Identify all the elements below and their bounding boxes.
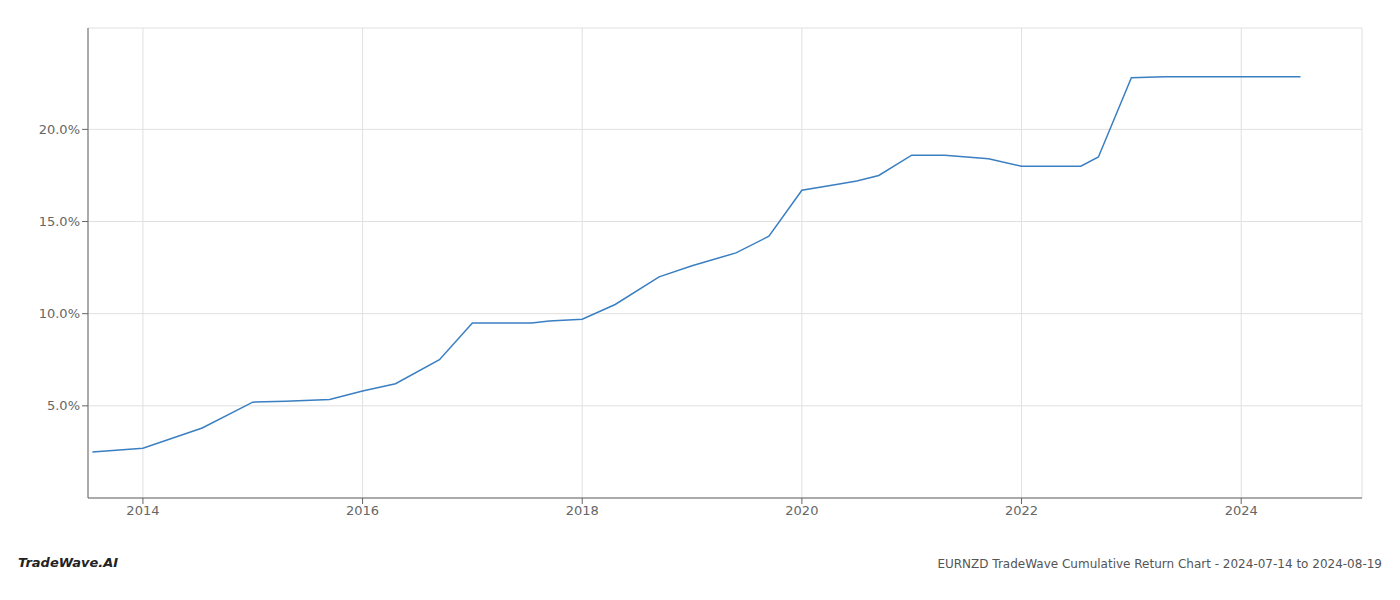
svg-text:2014: 2014: [126, 503, 159, 518]
svg-text:15.0%: 15.0%: [39, 214, 80, 229]
svg-text:20.0%: 20.0%: [39, 122, 80, 137]
svg-text:2020: 2020: [785, 503, 818, 518]
svg-text:2018: 2018: [566, 503, 599, 518]
html-text:TradeWave.AI: TradeWave.AI: [18, 555, 119, 570]
svg-text:2016: 2016: [346, 503, 379, 518]
html-text:EURNZD TradeWave Cumulative Re: EURNZD TradeWave Cumulative Return Chart…: [937, 557, 1382, 571]
svg-text:10.0%: 10.0%: [39, 306, 80, 321]
svg-text:2022: 2022: [1005, 503, 1038, 518]
svg-text:2024: 2024: [1225, 503, 1258, 518]
svg-text:5.0%: 5.0%: [47, 398, 80, 413]
